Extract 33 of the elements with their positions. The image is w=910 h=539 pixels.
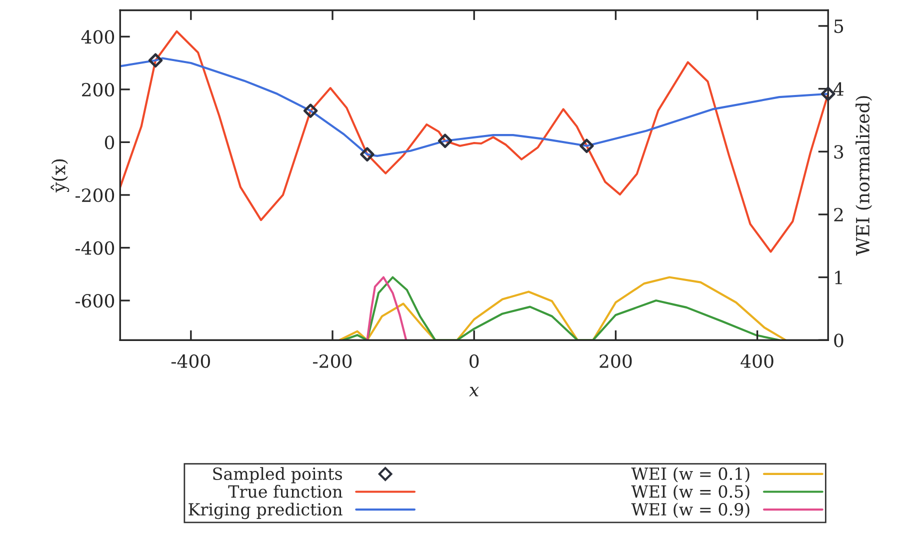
line-series: [366, 276, 408, 340]
x-axis-title: x: [469, 386, 479, 396]
y-tick-label: -200: [75, 188, 114, 202]
legend-label: WEI (w = 0.5): [631, 484, 750, 500]
y-tick-label: 200: [82, 82, 114, 97]
point: [438, 134, 452, 148]
y-tick-label: 0: [104, 136, 114, 150]
y-tick-label: -600: [75, 294, 114, 308]
y2-tick-label: 2: [834, 208, 843, 222]
y-tick-label: -400: [75, 241, 114, 255]
point: [303, 104, 318, 118]
legend-label: WEI (w = 0.9): [631, 502, 750, 518]
y-axis-title: ŷ(x): [50, 159, 70, 192]
legend-label: Sampled points: [213, 467, 342, 484]
y2-tick-label: 0: [834, 334, 844, 348]
legend-label: WEI (w = 0.1): [631, 467, 750, 482]
x-tick-label: 200: [600, 354, 632, 368]
x-tick-label: -200: [313, 354, 352, 368]
point: [580, 138, 594, 154]
legend-label: Kriging prediction: [188, 502, 342, 520]
x-tick-label: -400: [171, 354, 210, 368]
y2-tick-label: 5: [834, 20, 844, 34]
legend-label: True function: [228, 484, 342, 498]
y2-tick-label: 4: [834, 82, 844, 96]
point: [360, 147, 374, 162]
point: [148, 53, 163, 68]
y2-tick-label: 3: [834, 145, 844, 159]
y2-tick-label: 1: [835, 270, 842, 284]
point: [820, 86, 836, 102]
x-tick-label: 0: [470, 354, 479, 368]
x-tick-label: 400: [740, 354, 774, 368]
y2-axis-title: WEI (normalized): [856, 96, 872, 256]
y-tick-label: 400: [81, 30, 114, 44]
